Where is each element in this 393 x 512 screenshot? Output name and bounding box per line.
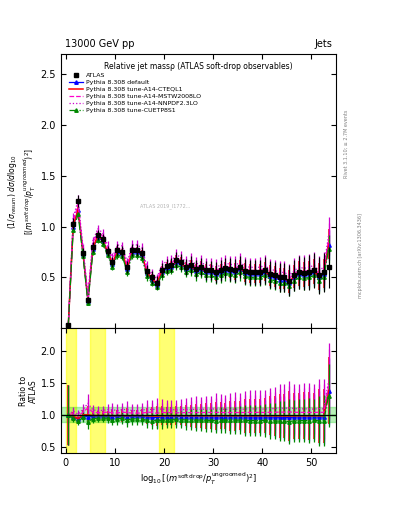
Text: mcplots.cern.ch [arXiv:1306.3436]: mcplots.cern.ch [arXiv:1306.3436] [358, 214, 363, 298]
Legend: ATLAS, Pythia 8.308 default, Pythia 8.308 tune-A14-CTEQL1, Pythia 8.308 tune-A14: ATLAS, Pythia 8.308 default, Pythia 8.30… [67, 71, 203, 116]
Text: Rivet 3.1.10; ≥ 2.7M events: Rivet 3.1.10; ≥ 2.7M events [344, 109, 349, 178]
Text: ATLAS 2019_I1772...: ATLAS 2019_I1772... [140, 203, 191, 209]
X-axis label: $\log_{10}[(m^{\mathrm{soft\,drop}}/p_T^{\mathrm{ungroomed}})^2]$: $\log_{10}[(m^{\mathrm{soft\,drop}}/p_T^… [140, 471, 257, 487]
Bar [61, 407, 336, 422]
Text: Relative jet massρ (ATLAS soft-drop observables): Relative jet massρ (ATLAS soft-drop obse… [104, 62, 293, 71]
Text: 13000 GeV pp: 13000 GeV pp [65, 38, 134, 49]
Bar [159, 328, 174, 453]
Y-axis label: $(1/\sigma_{resum})$ $d\sigma/d\log_{10}$
$[(m^{soft\,drop}/p_T^{ungroomed})^2]$: $(1/\sigma_{resum})$ $d\sigma/d\log_{10}… [6, 147, 38, 234]
Y-axis label: Ratio to
ATLAS: Ratio to ATLAS [18, 376, 38, 406]
Text: Jets: Jets [314, 38, 332, 49]
Bar [66, 328, 76, 453]
Bar [90, 328, 105, 453]
